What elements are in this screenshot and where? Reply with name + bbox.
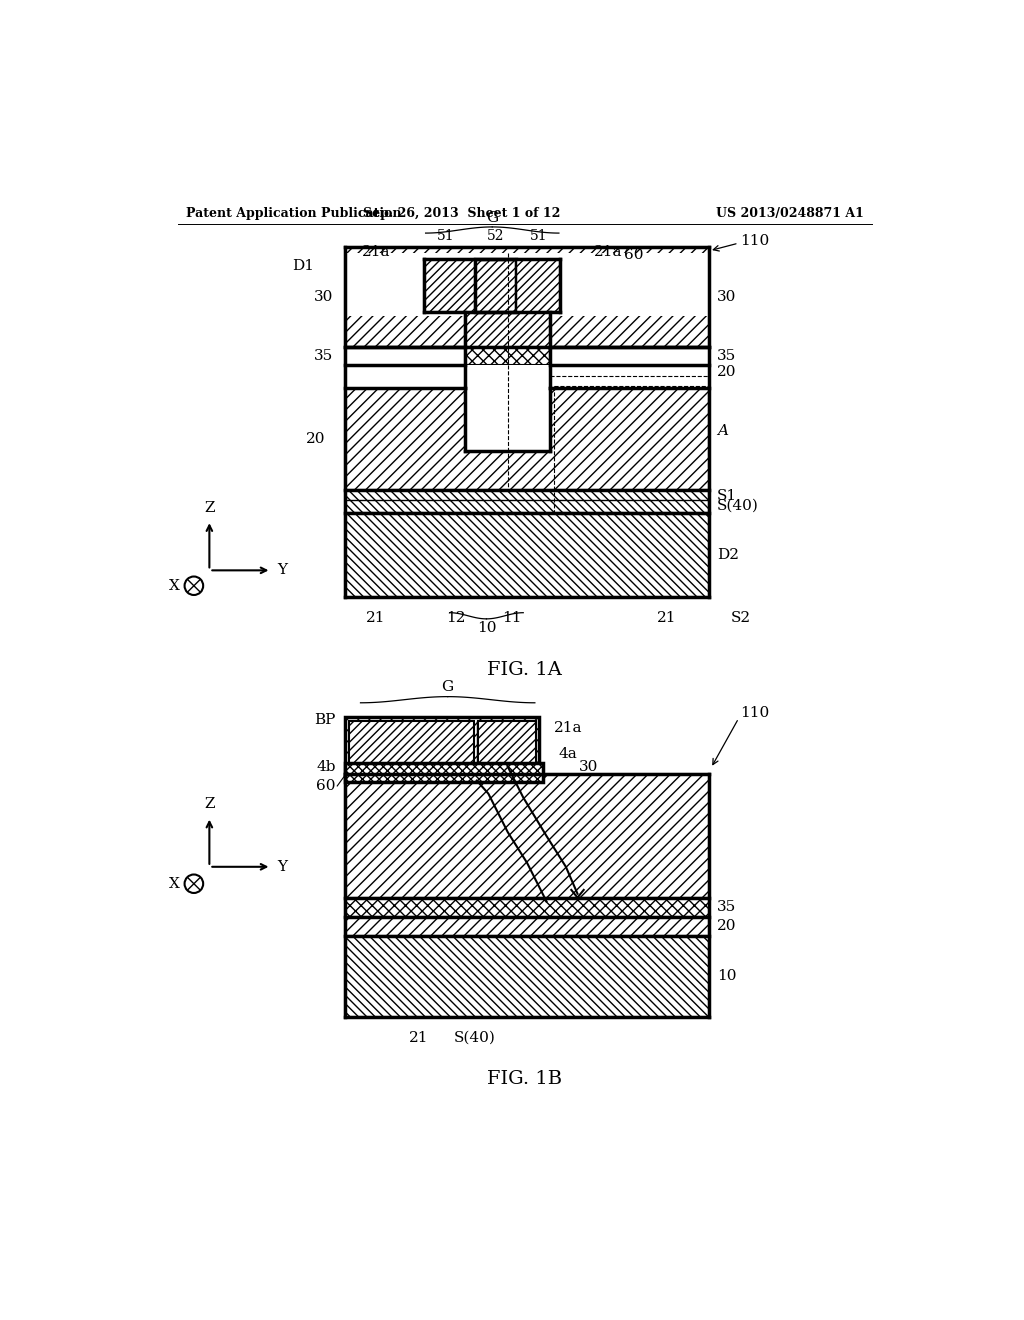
Text: G: G — [486, 211, 499, 224]
Text: 35: 35 — [717, 350, 736, 363]
Bar — [515, 259, 560, 313]
Text: 30: 30 — [579, 760, 598, 774]
Bar — [345, 253, 415, 317]
Text: D2: D2 — [717, 548, 739, 562]
Bar — [465, 347, 550, 364]
Text: 21: 21 — [367, 611, 386, 626]
Bar — [345, 936, 710, 1016]
Text: 51: 51 — [530, 230, 548, 243]
Bar — [475, 259, 515, 313]
Bar — [345, 898, 710, 917]
Text: 21a: 21a — [554, 721, 583, 735]
Bar — [345, 364, 710, 388]
Bar — [345, 775, 710, 898]
Text: 20: 20 — [306, 432, 326, 446]
Bar — [465, 347, 550, 364]
Text: Y: Y — [278, 859, 288, 874]
Bar — [465, 388, 550, 451]
Text: US 2013/0248871 A1: US 2013/0248871 A1 — [717, 207, 864, 220]
Text: 10: 10 — [477, 622, 497, 635]
Text: 30: 30 — [717, 290, 736, 304]
Text: X: X — [169, 876, 180, 891]
Bar — [478, 721, 537, 772]
Text: 110: 110 — [740, 706, 769, 719]
Bar — [345, 347, 710, 364]
Text: 60: 60 — [624, 248, 643, 261]
Bar — [345, 490, 710, 512]
Bar — [465, 364, 550, 388]
Text: G: G — [441, 680, 454, 694]
Text: 4b: 4b — [316, 760, 336, 774]
Text: Z: Z — [204, 797, 215, 812]
Text: Y: Y — [278, 564, 288, 577]
Bar — [465, 313, 550, 347]
Text: S2: S2 — [731, 611, 751, 626]
Text: S(40): S(40) — [454, 1031, 496, 1045]
Text: 20: 20 — [717, 366, 736, 379]
Bar — [345, 763, 543, 781]
Text: 51: 51 — [437, 230, 455, 243]
Bar — [345, 717, 539, 775]
Text: 52: 52 — [486, 230, 504, 243]
Text: Sep. 26, 2013  Sheet 1 of 12: Sep. 26, 2013 Sheet 1 of 12 — [362, 207, 560, 220]
Bar — [345, 247, 710, 347]
Bar — [424, 259, 475, 313]
Bar — [550, 364, 710, 388]
Text: D1: D1 — [292, 259, 314, 273]
Text: 30: 30 — [314, 290, 334, 304]
Text: 4a: 4a — [559, 747, 578, 762]
Bar — [345, 917, 710, 936]
Bar — [415, 253, 601, 317]
Text: BP: BP — [314, 714, 336, 727]
Bar — [345, 364, 465, 388]
Text: 52: 52 — [414, 737, 431, 751]
Text: 110: 110 — [740, 234, 769, 248]
Text: 20: 20 — [717, 919, 736, 933]
Text: Z: Z — [204, 500, 215, 515]
Text: 60: 60 — [316, 779, 336, 793]
Text: 11: 11 — [502, 611, 521, 626]
Text: 21a: 21a — [594, 244, 623, 259]
Text: A: A — [717, 424, 728, 438]
Text: S1: S1 — [717, 488, 737, 503]
Text: 21: 21 — [409, 1031, 428, 1045]
Text: 21a: 21a — [361, 244, 390, 259]
Bar — [349, 721, 474, 772]
Text: 35: 35 — [314, 350, 334, 363]
Text: FIG. 1A: FIG. 1A — [487, 661, 562, 680]
Text: 35: 35 — [717, 900, 736, 913]
Text: S(40): S(40) — [717, 499, 759, 512]
Bar — [550, 347, 710, 364]
Text: FIG. 1B: FIG. 1B — [487, 1069, 562, 1088]
Bar — [345, 347, 465, 364]
Text: 21: 21 — [656, 611, 677, 626]
Text: 51: 51 — [499, 737, 516, 751]
Text: 12: 12 — [446, 611, 466, 626]
Bar — [345, 388, 710, 490]
Text: 10: 10 — [717, 969, 736, 983]
Text: X: X — [169, 578, 180, 593]
Bar — [345, 512, 710, 597]
Text: Patent Application Publication: Patent Application Publication — [186, 207, 401, 220]
Bar — [601, 253, 710, 317]
